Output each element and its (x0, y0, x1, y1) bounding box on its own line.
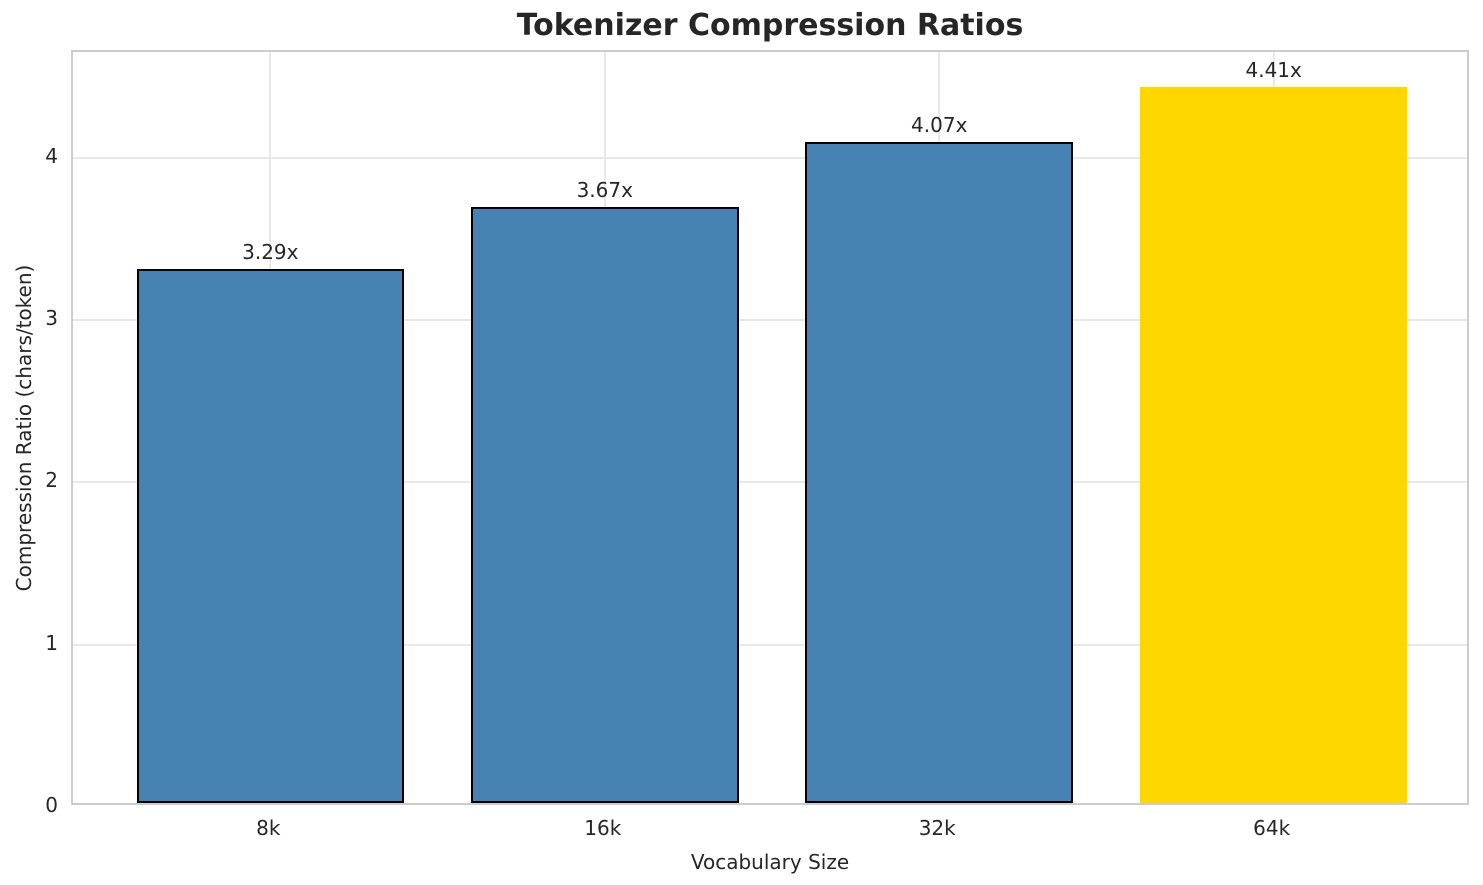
bar-value-label: 4.41x (1245, 57, 1302, 82)
h-gridline (73, 318, 1467, 321)
y-tick-label: 1 (45, 630, 58, 655)
h-gridline (73, 481, 1467, 484)
y-tick-label: 4 (45, 143, 58, 168)
bar-value-label: 3.29x (242, 239, 299, 264)
y-tick-label: 3 (45, 305, 58, 330)
bar-64k (1139, 86, 1408, 803)
y-tick-label: 0 (45, 793, 58, 817)
x-tick-16k: 16k (584, 816, 622, 840)
x-axis-label: Vocabulary Size (690, 850, 850, 874)
bar-value-label: 3.67x (576, 178, 633, 203)
x-tick-32k: 32k (918, 816, 956, 840)
plot-area: 3.29x 3.67x 4.07x 4.41x (71, 50, 1469, 805)
y-tick-label: 2 (45, 468, 58, 493)
chart-title: Tokenizer Compression Ratios (516, 8, 1024, 43)
h-gridline (73, 643, 1467, 646)
bar-8k (136, 268, 405, 803)
x-tick-64k: 64k (1253, 816, 1291, 840)
bar-32k (805, 142, 1073, 803)
bar-16k (470, 207, 739, 803)
x-tick-8k: 8k (256, 816, 281, 840)
bar-value-label: 4.07x (911, 113, 968, 138)
h-gridline (73, 156, 1467, 159)
